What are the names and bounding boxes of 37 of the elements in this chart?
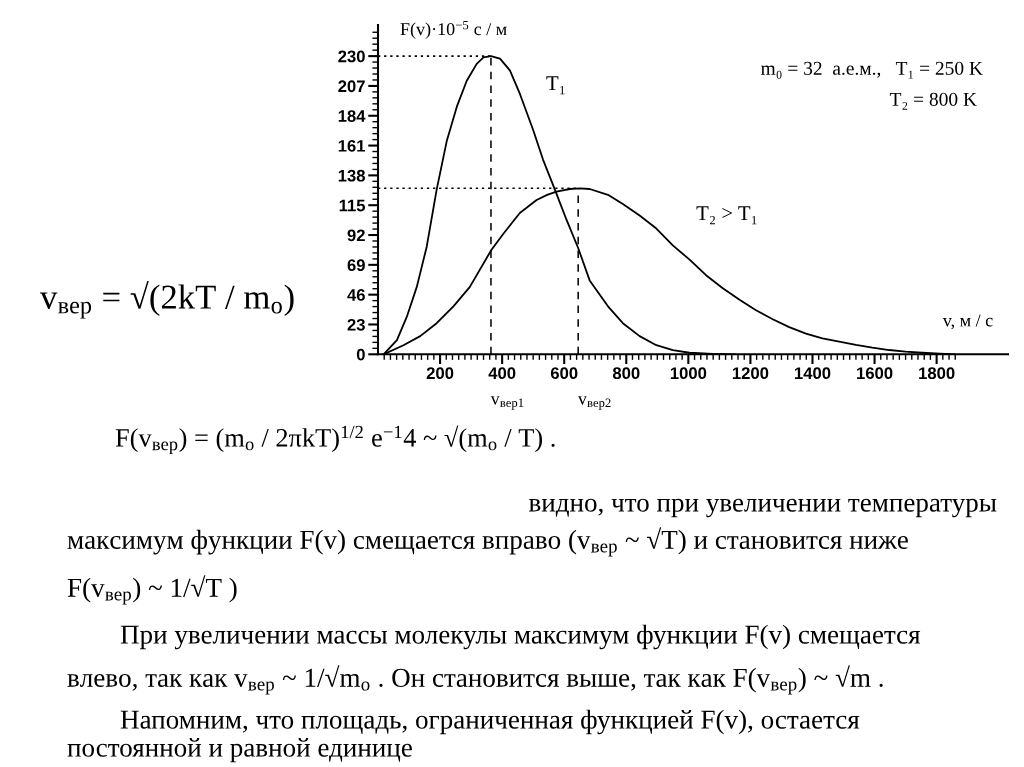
x-tick-label: 600 bbox=[550, 367, 578, 380]
x-tick-label: 800 bbox=[612, 367, 640, 380]
annotation: m₀ = 32 а.е.м., T₁ = 250 K bbox=[760, 61, 983, 79]
text: F(v$_{вер}$) ~ 1/√T ) bbox=[67, 575, 237, 605]
y-axis-title: F(v)·10$^{−5}$ с / м bbox=[400, 20, 507, 39]
y-tick-label: 207 bbox=[338, 80, 365, 93]
y-tick-label: 23 bbox=[347, 318, 365, 331]
y-tick-label: 115 bbox=[339, 199, 366, 212]
x-tick-label: 200 bbox=[426, 367, 454, 380]
text: F(v$_{вер}$) = (m$_{o}$ / 2πkT)$^{1/2}$ e$^{−1}$4 ~ √(m$_{o}$ / T) . bbox=[115, 425, 555, 455]
text: видно, что при увеличении температуры bbox=[528, 498, 997, 518]
x-tick-label: 1000 bbox=[670, 367, 707, 380]
annotation: T₁ bbox=[546, 76, 565, 95]
annotation: T₂ = 800 K bbox=[889, 92, 977, 110]
x-tick-label: 1400 bbox=[795, 367, 831, 380]
text: влево, так как v$_{вер}$ ~ 1/√m$_{o}$ . Он становится выше, так как F(v$_{вер}$) ~ √m . bbox=[67, 665, 883, 695]
y-tick-label: 230 bbox=[338, 50, 365, 63]
x-tick-label: 400 bbox=[488, 367, 516, 380]
text: v$_{вер}$ = √(2kT / m$_{o}$) bbox=[40, 281, 294, 319]
y-tick-label: 0 bbox=[356, 348, 365, 361]
y-tick-label: 184 bbox=[338, 110, 366, 122]
annotation: v$_{вер2}$ bbox=[577, 396, 611, 410]
y-tick-label: 46 bbox=[347, 289, 365, 301]
y-tick-label: 161 bbox=[338, 139, 366, 152]
text: максимум функции F(v) смещается вправо (v$_{вер}$ ~ √T) и становится ниже bbox=[67, 527, 908, 557]
annotation: T₂ > T₁ bbox=[696, 206, 757, 225]
text: При увеличении массы молекулы максимум функции F(v) смещается bbox=[120, 624, 921, 650]
x-tick-label: 1200 bbox=[732, 367, 769, 380]
y-tick-label: 69 bbox=[347, 259, 365, 272]
x-tick-label: 1800 bbox=[919, 367, 955, 380]
x-tick-label: 1600 bbox=[857, 367, 893, 380]
y-tick-label: 138 bbox=[338, 169, 365, 182]
y-tick-label: 92 bbox=[347, 229, 365, 242]
x-axis-title: v, м / с bbox=[942, 314, 993, 330]
annotation: v$_{вер1}$ bbox=[490, 396, 524, 410]
text: постоянной и равной единице bbox=[67, 737, 412, 763]
text: Напомним, что площадь, ограниченная функцией F(v), остается bbox=[120, 709, 860, 735]
